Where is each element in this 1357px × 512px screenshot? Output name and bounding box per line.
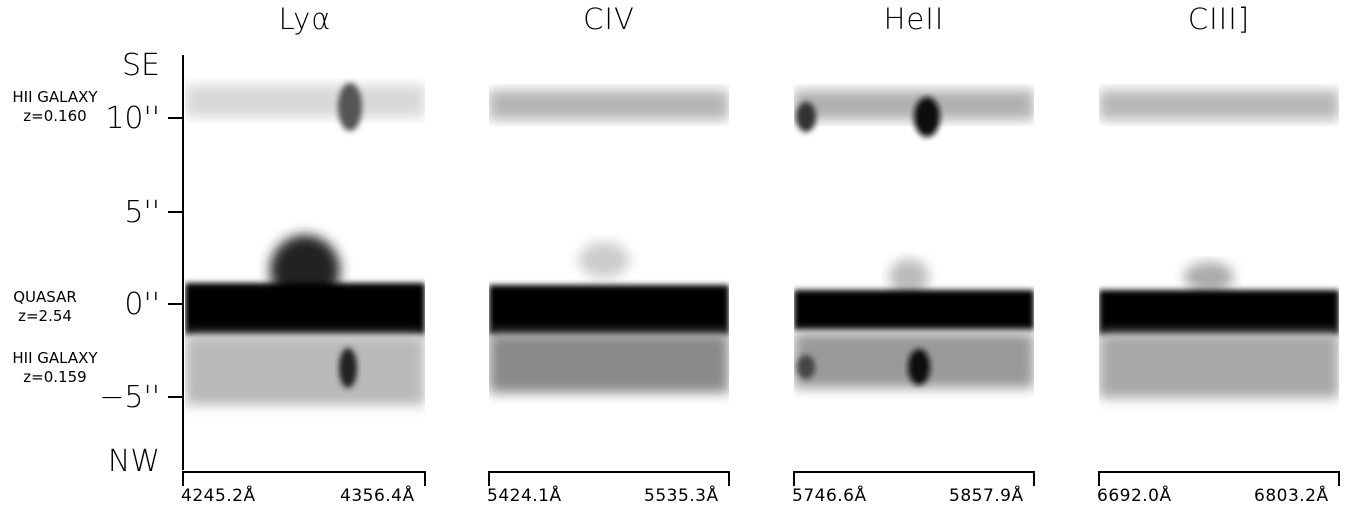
wavelength-left-lya: 4245.2Å [181, 486, 256, 506]
object-redshift: z=2.54 [18, 307, 72, 325]
axis-label-nw: NW [107, 444, 160, 479]
wavelength-left-civ: 5424.1Å [487, 486, 562, 506]
panel-title-heii: HeII [883, 2, 945, 36]
spectrum-panel-heii [794, 55, 1034, 470]
object-redshift: z=0.159 [23, 368, 87, 386]
tick-label-0: 0'' [124, 287, 160, 322]
object-name: QUASAR [13, 288, 77, 306]
object-label-hii-galaxy-top: HII GALAXY z=0.160 [0, 88, 110, 126]
wavelength-right-heii: 5857.9Å [949, 486, 1024, 506]
object-label-hii-galaxy-bottom: HII GALAXY z=0.159 [0, 349, 110, 387]
object-name: HII GALAXY [12, 88, 98, 106]
object-name: HII GALAXY [12, 349, 98, 367]
object-label-quasar: QUASAR z=2.54 [0, 288, 100, 326]
spectrum-panel-ciii [1099, 55, 1339, 470]
tick-label-minus5: −5'' [99, 380, 160, 415]
wavelength-right-lya: 4356.4Å [340, 486, 415, 506]
panel-title-ciii: CIII] [1187, 2, 1251, 36]
panel-title-civ: CIV [583, 2, 635, 36]
object-redshift: z=0.160 [23, 107, 87, 125]
panel-title-lya: Lyα [278, 2, 332, 36]
spectrum-panel-lya [185, 55, 425, 470]
axis-label-se: SE [122, 48, 160, 83]
wavelength-right-ciii: 6803.2Å [1254, 486, 1329, 506]
tick-label-5: 5'' [124, 195, 160, 230]
spectrum-panel-civ [489, 55, 729, 470]
wavelength-left-heii: 5746.6Å [792, 486, 867, 506]
wavelength-left-ciii: 6692.0Å [1097, 486, 1172, 506]
wavelength-right-civ: 5535.3Å [644, 486, 719, 506]
tick-label-10: 10'' [105, 101, 160, 136]
